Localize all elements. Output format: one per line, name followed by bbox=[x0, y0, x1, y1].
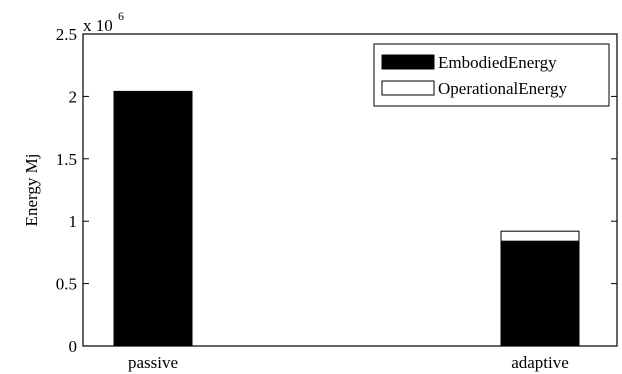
y-tick-label: 2.5 bbox=[56, 25, 77, 44]
y-multiplier-base: x 10 bbox=[83, 16, 113, 35]
y-multiplier-exponent: 6 bbox=[118, 9, 124, 23]
y-tick-label: 0.5 bbox=[56, 275, 77, 294]
x-tick-label-adaptive: adaptive bbox=[511, 353, 569, 372]
y-tick-label: 2 bbox=[69, 87, 78, 106]
legend-swatch-operational bbox=[381, 80, 435, 96]
bar-adaptive-embodiedenergy bbox=[500, 240, 580, 347]
y-axis-ticks: 0 0.5 1 1.5 2 2.5 bbox=[56, 25, 617, 356]
y-tick-label: 0 bbox=[69, 337, 78, 356]
bar-adaptive-operationalenergy bbox=[500, 230, 580, 242]
legend-label-operational: OperationalEnergy bbox=[438, 79, 568, 98]
x-axis-ticks: passive adaptive bbox=[128, 340, 569, 372]
bars-group bbox=[113, 90, 580, 347]
legend: EmbodiedEnergy OperationalEnergy bbox=[373, 43, 610, 107]
bar-passive-embodiedenergy bbox=[113, 90, 193, 347]
plot-frame bbox=[82, 33, 618, 347]
x-tick-label-passive: passive bbox=[128, 353, 178, 372]
legend-label-embodied: EmbodiedEnergy bbox=[438, 53, 557, 72]
y-tick-label: 1.5 bbox=[56, 150, 77, 169]
legend-box bbox=[373, 43, 610, 107]
y-axis-label: Energy Mj bbox=[22, 154, 41, 227]
y-tick-label: 1 bbox=[69, 212, 78, 231]
legend-swatch-embodied bbox=[381, 54, 435, 70]
